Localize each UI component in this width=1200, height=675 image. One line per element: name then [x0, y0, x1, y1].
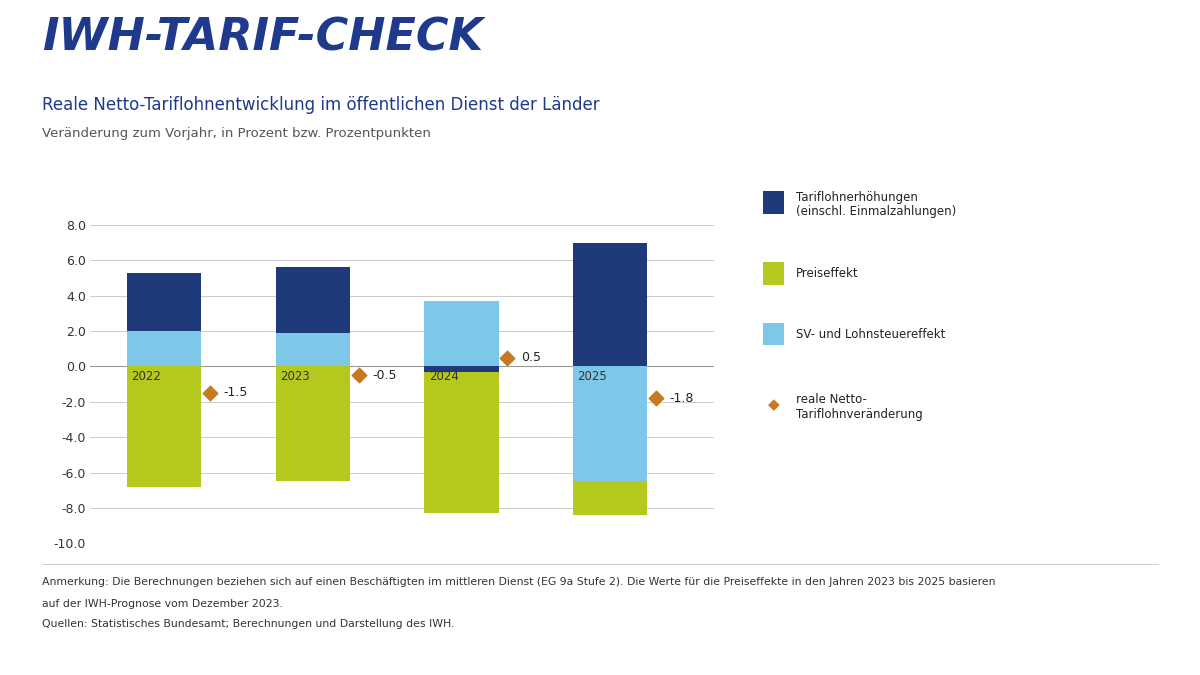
Text: Preiseffekt: Preiseffekt — [796, 267, 858, 280]
Bar — [572, 242, 647, 367]
Bar — [276, 267, 350, 333]
Point — [498, 352, 517, 363]
Bar — [276, 367, 350, 481]
Text: ◆: ◆ — [768, 398, 779, 412]
Bar — [425, 367, 498, 513]
Text: 2024: 2024 — [428, 370, 458, 383]
Text: -0.5: -0.5 — [372, 369, 397, 382]
Text: Tariflohnveränderung: Tariflohnveränderung — [796, 408, 923, 421]
Bar — [127, 273, 202, 331]
Text: reale Netto-: reale Netto- — [796, 393, 866, 406]
Text: SV- und Lohnsteuereffekt: SV- und Lohnsteuereffekt — [796, 327, 944, 341]
Text: IWH-TARIF-CHECK: IWH-TARIF-CHECK — [42, 17, 482, 60]
Text: 0.5: 0.5 — [521, 351, 541, 364]
Text: Reale Netto-Tariflohnentwicklung im öffentlichen Dienst der Länder: Reale Netto-Tariflohnentwicklung im öffe… — [42, 96, 600, 114]
Text: -1.8: -1.8 — [670, 392, 694, 405]
Text: Tariflohnerhöhungen: Tariflohnerhöhungen — [796, 190, 918, 204]
Text: 2023: 2023 — [280, 370, 310, 383]
Point — [200, 387, 220, 398]
Text: Quellen: Statistisches Bundesamt; Berechnungen und Darstellung des IWH.: Quellen: Statistisches Bundesamt; Berech… — [42, 619, 455, 629]
Text: 2025: 2025 — [577, 370, 607, 383]
Text: 2022: 2022 — [132, 370, 162, 383]
Text: auf der IWH-Prognose vom Dezember 2023.: auf der IWH-Prognose vom Dezember 2023. — [42, 599, 283, 609]
Bar — [572, 367, 647, 481]
Bar — [127, 331, 202, 367]
Bar — [127, 367, 202, 487]
Text: -1.5: -1.5 — [223, 387, 248, 400]
Bar — [572, 481, 647, 515]
Bar — [276, 333, 350, 367]
Text: Anmerkung: Die Berechnungen beziehen sich auf einen Beschäftigten im mittleren D: Anmerkung: Die Berechnungen beziehen sic… — [42, 577, 996, 587]
Bar — [425, 367, 498, 372]
Point — [349, 370, 368, 381]
Bar — [425, 301, 498, 367]
Text: Veränderung zum Vorjahr, in Prozent bzw. Prozentpunkten: Veränderung zum Vorjahr, in Prozent bzw.… — [42, 127, 431, 140]
Point — [647, 393, 666, 404]
Text: (einschl. Einmalzahlungen): (einschl. Einmalzahlungen) — [796, 205, 956, 219]
